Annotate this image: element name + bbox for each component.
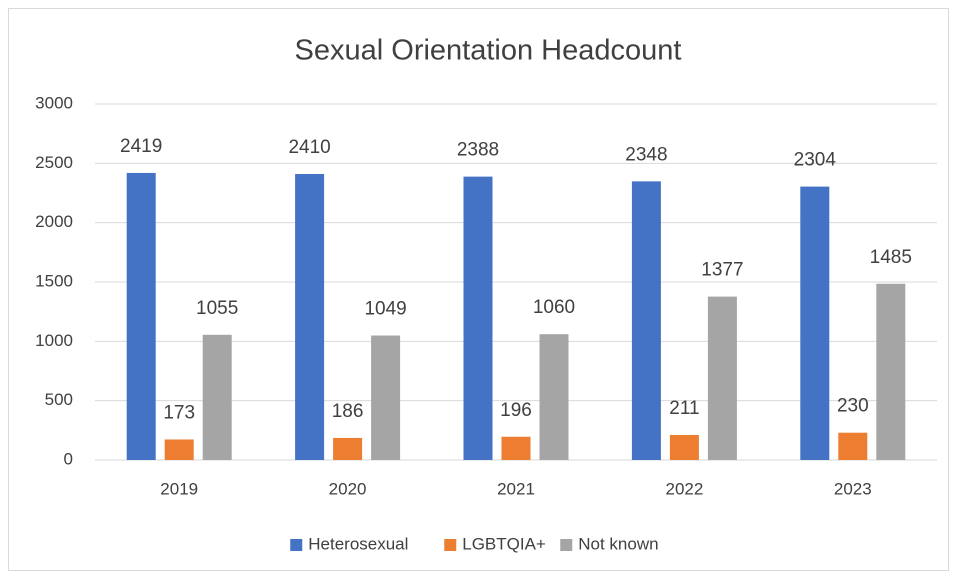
x-tick-label: 2022 xyxy=(665,479,703,498)
bar xyxy=(539,334,569,460)
legend-label: Heterosexual xyxy=(308,534,408,553)
x-tick-label: 2023 xyxy=(834,479,872,498)
bar xyxy=(202,334,232,460)
x-tick-label: 2019 xyxy=(160,479,198,498)
y-tick-label: 1000 xyxy=(35,331,73,350)
x-tick-label: 2021 xyxy=(497,479,535,498)
bar xyxy=(295,174,325,460)
bar xyxy=(333,437,363,460)
data-label: 173 xyxy=(163,402,195,423)
legend-label: LGBTQIA+ xyxy=(462,534,546,553)
bar xyxy=(463,176,493,460)
data-label: 2410 xyxy=(288,137,330,158)
y-tick-label: 1500 xyxy=(35,271,73,290)
y-tick-label: 3000 xyxy=(35,93,73,112)
legend-swatch xyxy=(444,539,457,551)
y-tick-label: 0 xyxy=(64,449,73,468)
y-tick-label: 2000 xyxy=(35,212,73,231)
data-label: 211 xyxy=(669,398,699,419)
bar xyxy=(126,172,156,461)
bar xyxy=(669,434,699,460)
data-label: 2388 xyxy=(457,140,499,161)
bar xyxy=(838,432,868,460)
bar xyxy=(371,335,401,460)
x-tick-label: 2020 xyxy=(329,479,367,498)
data-label: 1055 xyxy=(196,298,238,319)
legend-swatch xyxy=(290,539,303,551)
data-label: 1377 xyxy=(701,260,743,281)
y-tick-label: 2500 xyxy=(35,153,73,172)
chart-title: Sexual Orientation Headcount xyxy=(295,35,682,67)
data-label: 2304 xyxy=(794,150,837,171)
data-label: 196 xyxy=(500,400,532,421)
data-label: 1049 xyxy=(364,299,406,320)
bar xyxy=(164,439,194,460)
data-label: 1060 xyxy=(533,297,575,318)
bar xyxy=(631,181,661,460)
bar xyxy=(800,186,830,461)
bar xyxy=(501,436,531,460)
data-label: 186 xyxy=(332,401,364,422)
bar xyxy=(876,283,906,460)
data-label: 2419 xyxy=(120,136,162,157)
legend-swatch xyxy=(560,539,573,551)
y-tick-label: 500 xyxy=(45,390,73,409)
data-label: 230 xyxy=(837,396,869,417)
data-label: 2348 xyxy=(625,144,667,165)
data-label: 1485 xyxy=(870,247,912,268)
bar xyxy=(707,296,737,460)
legend-label: Not known xyxy=(578,534,658,553)
